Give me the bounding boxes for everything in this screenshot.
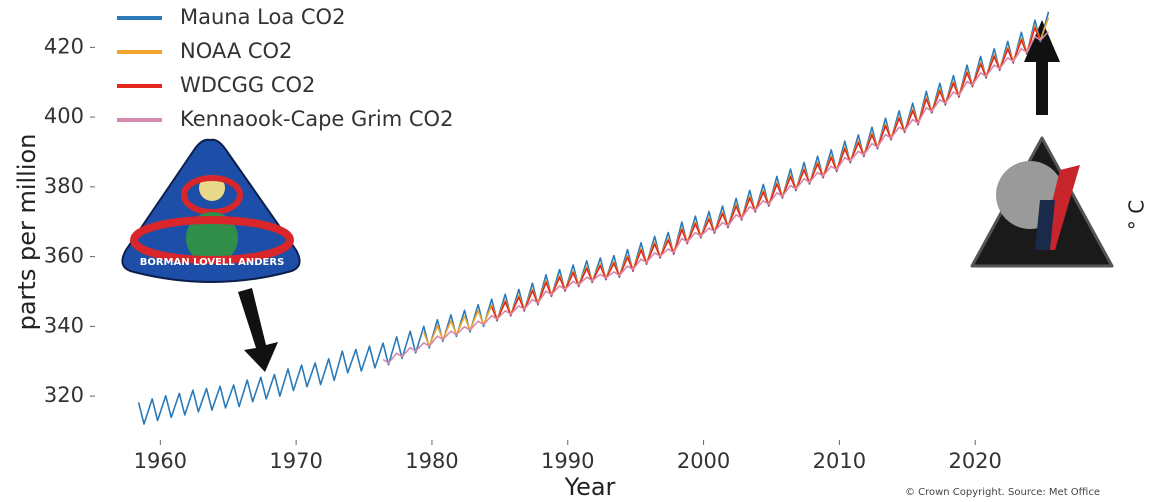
x-tick-label: 1990 (541, 449, 594, 473)
x-tick-label: 1970 (269, 449, 322, 473)
x-tick-label: 2010 (813, 449, 866, 473)
y-tick-label: 400 (44, 104, 84, 128)
y-axis-label: parts per million (13, 134, 41, 331)
y-tick-label: 340 (44, 313, 84, 337)
y-tick-label: 320 (44, 383, 84, 407)
right-label: ° C (1125, 200, 1149, 230)
x-tick-label: 1980 (405, 449, 458, 473)
y-tick-label: 420 (44, 34, 84, 58)
apollo-patch: BORMAN LOVELL ANDERS (122, 140, 299, 282)
arrow-down (238, 288, 278, 372)
series-line (383, 32, 1048, 363)
artemis-patch (972, 138, 1112, 266)
series-line (424, 18, 1049, 347)
y-tick-label: 360 (44, 244, 84, 268)
legend-label: Mauna Loa CO2 (180, 5, 345, 29)
legend-label: Kennaook-Cape Grim CO2 (180, 107, 453, 131)
chart: BORMAN LOVELL ANDERS parts per million Y… (0, 0, 1151, 502)
legend-label: WDCGG CO2 (180, 73, 315, 97)
x-tick-label: 2020 (948, 449, 1001, 473)
patch-text: BORMAN LOVELL ANDERS (140, 257, 285, 268)
source-note: © Crown Copyright. Source: Met Office (905, 487, 1100, 498)
x-tick-label: 1960 (134, 449, 187, 473)
x-tick-label: 2000 (677, 449, 730, 473)
y-tick-label: 380 (44, 174, 84, 198)
x-axis-label: Year (564, 473, 616, 501)
legend-label: NOAA CO2 (180, 39, 292, 63)
series-line (492, 28, 1041, 320)
page: BORMAN LOVELL ANDERS parts per million Y… (0, 0, 1151, 502)
